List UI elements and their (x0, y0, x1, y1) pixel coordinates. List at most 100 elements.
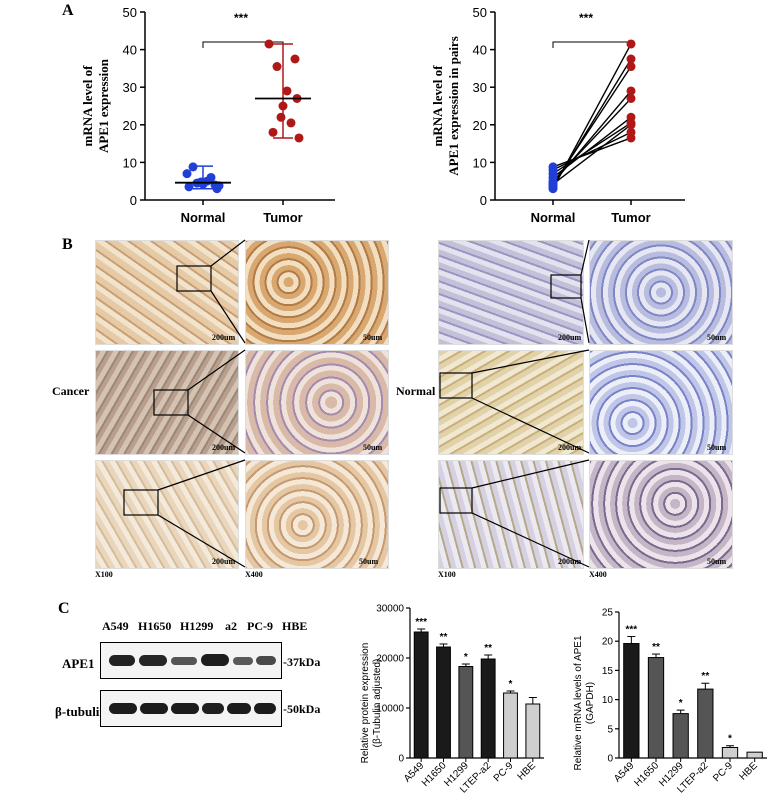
normal-zoom-box-2 (439, 372, 473, 399)
scatter-point-1-0 (264, 39, 274, 49)
protein-sig-1: ** (440, 632, 448, 643)
mrna-sig-4: * (728, 734, 732, 745)
scatter-ytick-label-3: 30 (123, 80, 137, 95)
paired-ytick-label-1: 10 (473, 155, 487, 170)
scatter-ytick-label-1: 10 (123, 155, 137, 170)
mrna-bar-4 (721, 746, 739, 759)
mrna-plot-area: 0510152025***A549**H1650*H1299**LTEP-a2*… (602, 608, 767, 796)
band-ape1-6 (256, 656, 276, 665)
paired-point-tumor-3 (626, 86, 636, 96)
scale-200-n2: 200um (558, 443, 582, 452)
protein-sig-2: * (464, 652, 468, 663)
scatter-point-1-9 (278, 101, 288, 111)
band-tub-4 (202, 703, 224, 714)
band-ape1-2 (139, 655, 167, 666)
paired-point-normal-9 (548, 179, 558, 189)
mrna-sig-3: ** (701, 671, 709, 682)
cancer-zoom-box-2 (153, 389, 189, 416)
mrna-xtick-label-4: PC-9 (711, 760, 735, 784)
paired-point-normal-8 (548, 162, 558, 172)
protein-xtick-label-5: HBE (516, 760, 539, 783)
blot-lane-labels: A549 H1650 H1299 a2 PC-9 HBE (102, 619, 307, 639)
paired-line-9 (552, 124, 632, 185)
mrna-xtick-label-5: HBE (737, 760, 760, 783)
scale-200-c2: 200um (212, 443, 236, 452)
mag-x400-normal: X400 (589, 570, 607, 579)
panel-label-a: A (62, 2, 74, 19)
mrna-bar-1 (647, 657, 665, 759)
scale-200-n1: 200um (558, 333, 582, 342)
normal-image-x400-1 (589, 240, 733, 345)
mrna-sig-1: ** (652, 642, 660, 653)
mrna-bar-0 (623, 643, 640, 759)
paired-xlabel-tumor: Tumor (611, 210, 650, 225)
scatter-significance: *** (234, 11, 248, 25)
mrna-ytick-label-0: 0 (607, 754, 613, 765)
protein-sig-0: *** (415, 617, 427, 628)
band-ape1-3 (171, 657, 197, 665)
protein-ylabel-line1: Relative protein expression (360, 643, 371, 764)
scale-50-n2: 50um (707, 443, 727, 452)
scatter-point-0-7 (188, 162, 198, 172)
protein-bar-0 (413, 631, 429, 759)
cancer-zoom-box-3 (123, 489, 159, 516)
protein-xtick-label-4: PC-9 (492, 760, 516, 784)
protein-bar-1 (436, 646, 451, 759)
scatter-point-1-2 (272, 62, 282, 72)
cancer-image-x400-3 (245, 460, 389, 569)
blot-size-37: -37kDa (283, 655, 321, 669)
paired-ylabel-line2: APE1 expression in pairs (446, 36, 461, 176)
mrna-ytick-label-3: 15 (602, 666, 614, 677)
paired-line-5 (552, 116, 632, 178)
paired-xlabel-normal: Normal (531, 210, 576, 225)
paired-line-8 (552, 137, 632, 168)
scatter-point-0-0 (184, 182, 194, 192)
band-tub-2 (140, 703, 168, 714)
panel-label-c: C (58, 600, 70, 617)
scatter-ytick-label-0: 0 (130, 193, 137, 208)
scatter-ytick-label-5: 50 (123, 5, 137, 20)
mrna-bar-5 (746, 751, 763, 759)
scale-200-c1: 200um (212, 333, 236, 342)
scatter-ytick-label-2: 20 (123, 118, 137, 133)
scatter-point-1-3 (282, 86, 292, 96)
cancer-image-x400-2 (245, 350, 389, 455)
scatter-point-1-7 (268, 127, 278, 137)
paired-ytick-label-3: 30 (473, 80, 487, 95)
mrna-ytick-label-4: 20 (602, 637, 614, 648)
protein-ytick-label-3: 30000 (376, 604, 404, 615)
paired-point-tumor-4 (626, 93, 636, 103)
normal-image-x400-2 (589, 350, 733, 455)
mag-x400-cancer: X400 (245, 570, 263, 579)
lane-label-4: a2 (225, 619, 237, 633)
scatter-ytick-label-4: 40 (123, 43, 137, 58)
cancer-image-x100-1 (95, 240, 239, 345)
blot-tubulin-membrane (100, 690, 282, 727)
mrna-sig-2: * (679, 698, 683, 709)
cancer-zoom-line-3a (157, 459, 246, 491)
blot-row-label-ape1: APE1 (62, 656, 95, 671)
protein-sig-3: ** (484, 643, 492, 654)
normal-zoom-box-1 (550, 274, 582, 299)
cancer-image-x100-2 (95, 350, 239, 455)
scatter-point-1-5 (276, 112, 286, 122)
scatter-ylabel-line1: mRNA level of (80, 65, 95, 147)
band-ape1-4 (201, 654, 229, 666)
band-ape1-5 (233, 657, 253, 665)
scatter-plot-area: 0 10 20 30 40 50 (123, 5, 335, 208)
blot-row-label-tubulin: β-tubulin (55, 704, 107, 719)
normal-zoom-box-3 (439, 487, 473, 514)
paired-chart: 0 10 20 30 40 50 mRNA level of APE1 expressio… (430, 5, 685, 225)
scatter-point-1-6 (286, 118, 296, 128)
normal-image-x400-3 (589, 460, 733, 569)
paired-ytick-label-5: 50 (473, 5, 487, 20)
normal-row-label: Normal (396, 384, 436, 398)
protein-ytick-label-2: 20000 (376, 654, 404, 665)
mrna-sig-0: *** (625, 625, 637, 636)
panel-label-b: B (62, 236, 73, 253)
mrna-ylabel-line1: Relative mRNA levels of APE1 (573, 635, 584, 770)
scale-50-n3: 50um (707, 557, 727, 566)
protein-bar-3 (480, 658, 496, 759)
band-tub-6 (254, 703, 276, 714)
protein-bar-4 (503, 692, 518, 759)
